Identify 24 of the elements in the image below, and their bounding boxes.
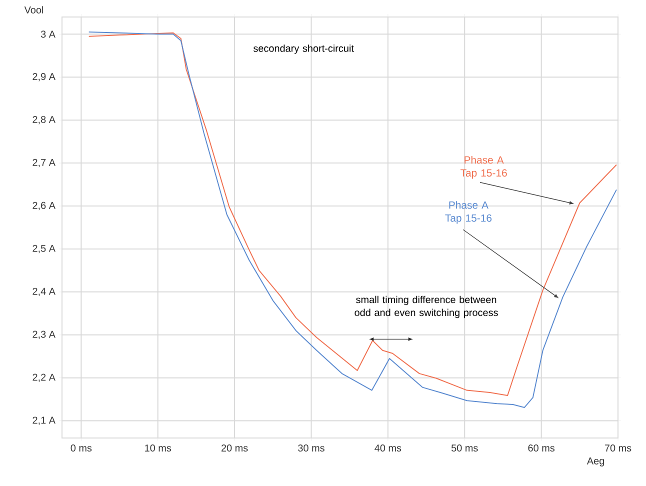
text: Phase A Tap 15-16 xyxy=(460,156,507,179)
x-tick-label: 40 ms xyxy=(374,444,402,452)
y-tick-label: 2,3 A xyxy=(32,330,56,340)
y-tick-label: 2,4 A xyxy=(32,288,56,296)
x-tick-label: 60 ms xyxy=(528,444,555,452)
y-tick-label: 2,1 A xyxy=(32,416,56,425)
annotation: secondary short-circuit xyxy=(253,44,354,54)
x-tick-label: 50 ms xyxy=(451,444,478,452)
y-tick-label: 2,9 A xyxy=(32,73,56,82)
text: Phase A Tap 15-16 xyxy=(445,201,492,224)
y-tick-label: 2,5 A xyxy=(32,244,56,254)
x-axis-title: Aeg xyxy=(586,458,604,466)
y-tick-label: 2,8 A xyxy=(32,116,56,124)
x-tick-label: 70 ms xyxy=(604,444,632,452)
y-tick-label: 2,6 A xyxy=(32,202,56,210)
x-tick-label: 0 ms xyxy=(70,444,92,452)
y-tick-label: 2,7 A xyxy=(32,158,56,168)
annotation: small timing difference between odd and even switching process xyxy=(354,296,498,318)
y-tick-label: 3 A xyxy=(40,30,56,38)
x-tick-label: 20 ms xyxy=(221,444,248,452)
x-tick-label: 10 ms xyxy=(145,444,172,452)
y-axis-title: Vool xyxy=(24,6,44,14)
x-tick-label: 30 ms xyxy=(298,444,324,452)
y-tick-label: 2,2 A xyxy=(32,374,56,382)
